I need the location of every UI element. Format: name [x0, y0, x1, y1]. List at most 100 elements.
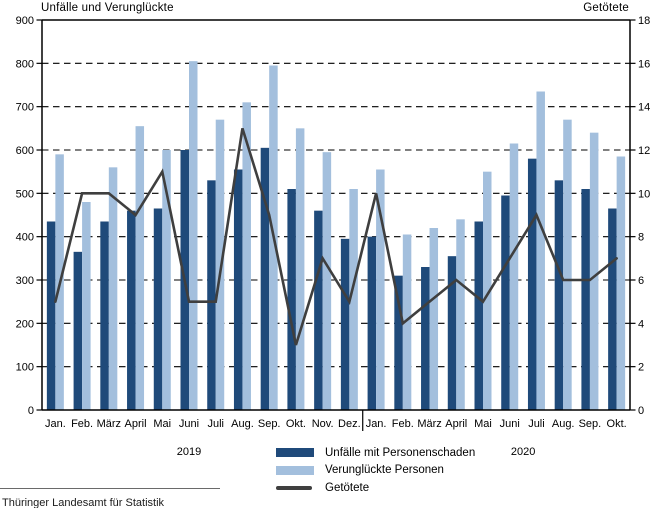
bar-verungluckte — [429, 228, 439, 410]
left-axis-tick-label: 100 — [16, 362, 34, 374]
right-axis-tick-label: 2 — [638, 362, 644, 374]
right-axis-tick-label: 10 — [638, 188, 650, 200]
month-label: Okt. — [286, 418, 306, 430]
year-label: 2019 — [177, 446, 201, 458]
month-label: Juni — [500, 418, 520, 430]
right-axis-tick-label: 4 — [638, 318, 644, 330]
left-axis-tick-label: 700 — [16, 102, 34, 114]
getoetete-line — [54, 127, 618, 346]
month-label: Jan. — [45, 418, 66, 430]
left-axis-tick-label: 600 — [16, 145, 34, 157]
legend-swatch-getoetete — [276, 485, 312, 490]
bar-unfaelle — [527, 158, 537, 410]
month-label: Mai — [153, 418, 171, 430]
bar-unfaelle — [367, 236, 377, 410]
bar-verungluckte — [108, 167, 118, 410]
legend-swatch-unfaelle — [276, 448, 314, 458]
left-axis-tick-label: 0 — [28, 405, 34, 417]
bar-verungluckte — [135, 126, 145, 411]
year-label: 2020 — [511, 446, 535, 458]
bar-verungluckte — [563, 119, 572, 411]
left-axis-title: Unfälle und Verunglückte — [41, 2, 174, 14]
right-axis-tick-label: 8 — [638, 232, 644, 244]
bar-verungluckte — [322, 152, 332, 410]
bar-verungluckte — [536, 91, 545, 410]
left-axis-tick-label: 400 — [16, 232, 34, 244]
right-axis-title: Getötete — [583, 2, 629, 14]
bar-unfaelle — [233, 169, 243, 410]
month-label: Feb. — [392, 418, 414, 430]
left-axis-tick-label: 200 — [16, 318, 34, 330]
legend-swatch-verungluckte — [276, 465, 314, 475]
right-axis-tick-label: 0 — [638, 405, 644, 417]
plot-area: 0 0 100 2 200 4 300 6 400 8 500 10 600 12 700 14 800 16 90… — [16, 15, 651, 458]
month-label: März — [97, 418, 121, 430]
month-label: Aug. — [231, 418, 254, 430]
bar-unfaelle — [73, 251, 83, 410]
bar-unfaelle — [153, 208, 163, 410]
month-label: Okt. — [607, 418, 627, 430]
bar-verungluckte — [402, 234, 412, 410]
bar-unfaelle — [127, 210, 136, 410]
legend-item-unfaelle: Unfälle mit Personenschaden — [276, 444, 475, 462]
bar-unfaelle — [314, 210, 323, 410]
bar-unfaelle — [340, 238, 350, 410]
bar-unfaelle — [260, 147, 270, 411]
bar-unfaelle — [421, 267, 430, 410]
month-label: April — [445, 418, 467, 430]
bar-verungluckte — [162, 150, 171, 410]
left-axis-tick-label: 500 — [16, 188, 34, 200]
footer-divider — [0, 488, 220, 489]
bar-verungluckte — [82, 202, 91, 410]
legend-label-getoetete: Getötete — [325, 481, 370, 494]
right-axis-tick-label: 6 — [638, 275, 644, 287]
legend-label-unfaelle: Unfälle mit Personenschaden — [325, 446, 476, 459]
bar-verungluckte — [589, 132, 599, 410]
bar-unfaelle — [608, 208, 617, 410]
bar-verungluckte — [456, 219, 465, 410]
bar-unfaelle — [287, 189, 296, 410]
right-axis-tick-label: 14 — [638, 102, 650, 114]
month-label: Feb. — [71, 418, 93, 430]
month-label: April — [125, 418, 147, 430]
bar-unfaelle — [474, 221, 483, 410]
month-label: Juli — [528, 418, 545, 430]
legend-item-verungluckte: Verunglückte Personen — [276, 462, 475, 480]
month-label: Sep. — [579, 418, 602, 430]
bar-verungluckte — [376, 169, 385, 410]
month-label: Juni — [179, 418, 199, 430]
right-axis-tick-label: 12 — [638, 145, 650, 157]
bar-verungluckte — [189, 61, 198, 411]
month-label: Nov. — [312, 418, 334, 430]
month-label: Mai — [474, 418, 492, 430]
bar-verungluckte — [295, 128, 305, 411]
left-axis-tick-label: 300 — [16, 275, 34, 287]
right-axis-tick-label: 18 — [638, 15, 650, 27]
bar-unfaelle — [100, 221, 109, 410]
bar-verungluckte — [509, 143, 519, 410]
month-label: Dez. — [338, 418, 361, 430]
month-label: Juli — [207, 418, 224, 430]
bar-unfaelle — [581, 189, 590, 410]
month-label: Jan. — [366, 418, 387, 430]
bar-unfaelle — [501, 195, 510, 410]
legend-item-getoetete: Getötete — [276, 479, 475, 497]
bar-verungluckte — [215, 119, 225, 411]
bar-unfaelle — [554, 180, 564, 410]
right-axis-tick-label: 16 — [638, 58, 650, 70]
bar-unfaelle — [207, 180, 216, 410]
source-attribution: Thüringer Landesamt für Statistik — [2, 497, 165, 508]
bar-unfaelle — [447, 256, 457, 410]
month-label: Aug. — [552, 418, 575, 430]
bar-unfaelle — [46, 221, 56, 410]
month-label: März — [417, 418, 441, 430]
legend-label-verungluckte: Verunglückte Personen — [325, 464, 444, 477]
bar-verungluckte — [483, 171, 492, 410]
legend: Unfälle mit Personenschaden Verunglückte… — [276, 444, 475, 497]
left-axis-tick-label: 800 — [16, 58, 34, 70]
bar-verungluckte — [349, 189, 358, 410]
bar-unfaelle — [394, 275, 403, 410]
bar-verungluckte — [616, 156, 626, 410]
month-label: Sep. — [258, 418, 281, 430]
